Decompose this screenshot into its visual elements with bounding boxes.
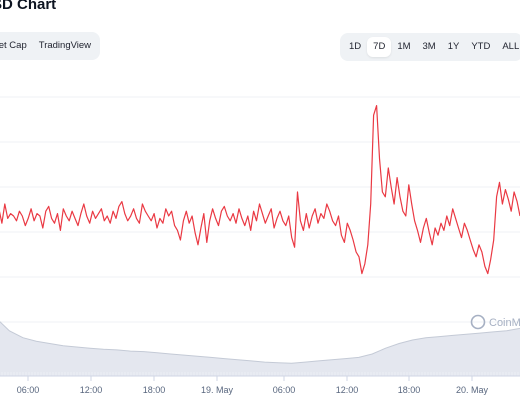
x-tick-label: 20. May — [456, 385, 489, 395]
tab-tradingview[interactable]: TradingView — [38, 40, 92, 51]
volume-line — [0, 321, 520, 364]
watermark-text: CoinM — [489, 317, 520, 329]
range-tab-all[interactable]: ALL — [502, 41, 520, 52]
range-tab-1d[interactable]: 1D — [349, 41, 362, 52]
range-tab-7d[interactable]: 7D — [367, 37, 392, 57]
x-tick-label: 12:00 — [80, 385, 103, 395]
range-tab-1y[interactable]: 1Y — [447, 41, 460, 52]
chart-title: SD Chart — [0, 0, 57, 13]
x-tick-label: 18:00 — [398, 385, 421, 395]
range-tab-3m[interactable]: 3M — [422, 41, 436, 52]
tab-market-cap[interactable]: ket Cap — [0, 40, 27, 51]
time-range-tab-group: 1D 7D 1M 3M 1Y YTD ALL — [340, 33, 520, 61]
x-axis-ticks: 06:00 12:00 18:00 19. May 06:00 12:00 18:00 20.… — [17, 376, 489, 395]
range-tab-ytd[interactable]: YTD — [471, 41, 491, 52]
x-tick-label: 19. May — [201, 385, 234, 395]
x-tick-label: 18:00 — [143, 385, 166, 395]
x-tick-label: 12:00 — [336, 385, 359, 395]
range-tab-1m[interactable]: 1M — [397, 41, 411, 52]
price-line — [0, 105, 520, 275]
watermark: CoinM — [470, 314, 520, 330]
x-tick-label: 06:00 — [17, 385, 40, 395]
chart-gridlines — [0, 96, 520, 323]
volume-area — [0, 321, 520, 376]
x-tick-label: 06:00 — [273, 385, 296, 395]
coinmarketcap-logo-icon — [470, 314, 486, 330]
chart-type-tab-group: ket Cap TradingView — [0, 32, 100, 60]
